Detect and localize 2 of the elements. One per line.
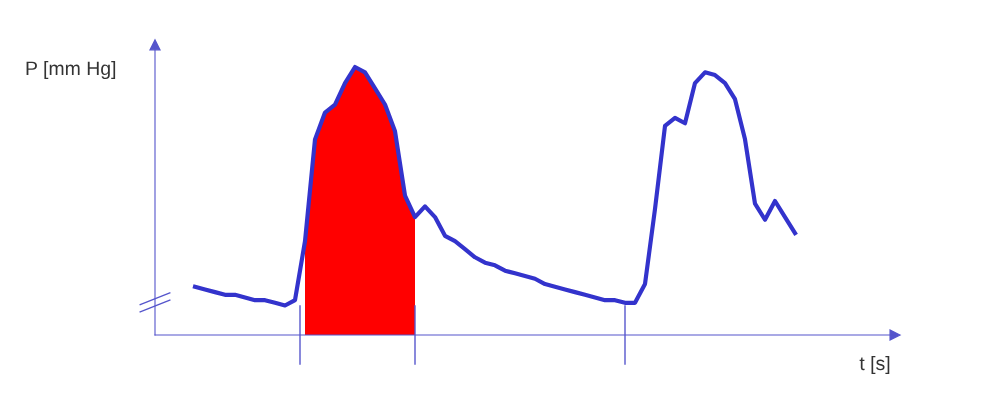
x-axis-title: t [s]	[859, 355, 890, 375]
y-axis-title: P [mm Hg]	[26, 60, 116, 80]
